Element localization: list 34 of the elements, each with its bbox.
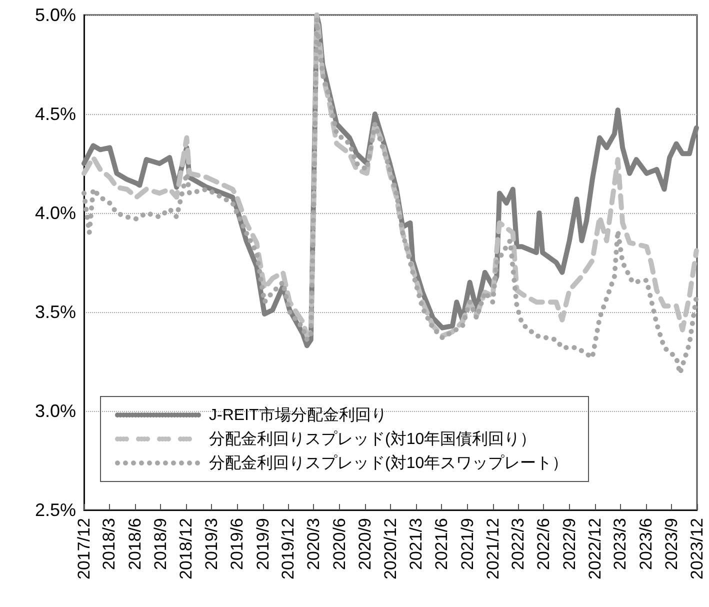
x-tick-label: 2022/12 — [585, 518, 604, 580]
x-tick-label: 2021/6 — [432, 518, 452, 570]
x-tick-label: 2020/6 — [330, 518, 349, 570]
x-tick-label: 2021/3 — [406, 518, 426, 570]
x-tick-label: 2017/12 — [74, 518, 94, 580]
y-tick-label: 4.5% — [34, 104, 76, 124]
x-tick-label: 2022/6 — [534, 518, 554, 570]
x-tick-label: 2023/3 — [610, 518, 630, 570]
x-tick-label: 2023/12 — [688, 518, 706, 580]
y-tick-label: 2.5% — [34, 500, 76, 520]
y-tick-label: 3.0% — [34, 401, 76, 421]
x-tick-label: 2018/6 — [125, 518, 144, 570]
x-tick-label: 2021/12 — [483, 518, 502, 580]
x-tick-label: 2019/12 — [278, 518, 298, 580]
legend-label: 分配金利回りスプレッド(対10年国債利回り） — [209, 430, 536, 450]
x-tick-label: 2023/9 — [662, 518, 682, 570]
y-tick-label: 4.0% — [34, 203, 76, 223]
x-tick-label: 2020/9 — [356, 518, 375, 570]
x-tick-label: 2019/9 — [253, 518, 272, 570]
x-tick-label: 2023/6 — [636, 518, 656, 570]
x-tick-label: 2020/12 — [381, 518, 400, 580]
y-tick-label: 3.5% — [34, 302, 76, 322]
legend-label: J-REIT市場分配金利回り — [209, 406, 387, 426]
x-tick-label: 2022/9 — [560, 518, 579, 570]
x-tick-label: 2021/9 — [458, 518, 477, 570]
y-tick-label: 5.0% — [34, 5, 76, 25]
x-tick-label: 2022/3 — [508, 518, 528, 570]
x-tick-label: 2019/6 — [228, 518, 247, 570]
legend-label: 分配金利回りスプレッド(対10年スワップレート） — [209, 454, 568, 474]
x-tick-label: 2018/3 — [100, 518, 119, 570]
x-tick-label: 2018/9 — [151, 518, 170, 570]
x-tick-label: 2018/12 — [176, 518, 196, 580]
x-tick-label: 2020/3 — [304, 518, 324, 570]
x-tick-label: 2019/3 — [202, 518, 221, 570]
